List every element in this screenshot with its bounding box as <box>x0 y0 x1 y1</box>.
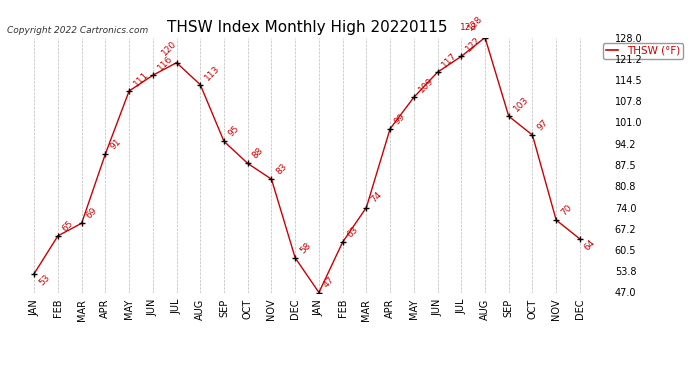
Text: 53: 53 <box>37 273 52 288</box>
Text: 116: 116 <box>156 54 174 72</box>
Text: 99: 99 <box>393 111 407 126</box>
Text: 91: 91 <box>108 137 123 151</box>
Text: 95: 95 <box>227 124 242 139</box>
Text: 64: 64 <box>582 238 597 253</box>
Text: 128: 128 <box>466 13 484 32</box>
Text: 88: 88 <box>250 146 265 160</box>
Text: 63: 63 <box>346 225 360 239</box>
Text: 120: 120 <box>160 39 178 57</box>
Text: 109: 109 <box>417 76 435 94</box>
Text: 103: 103 <box>511 95 530 113</box>
Text: 74: 74 <box>369 190 384 205</box>
Text: 69: 69 <box>84 206 99 220</box>
Text: 70: 70 <box>559 203 573 217</box>
Text: 122: 122 <box>464 35 482 54</box>
Text: 97: 97 <box>535 118 550 132</box>
Text: 65: 65 <box>61 219 75 233</box>
Text: 47: 47 <box>322 275 336 290</box>
Text: 58: 58 <box>298 241 313 255</box>
Text: 117: 117 <box>440 51 459 69</box>
Legend: THSW (°F): THSW (°F) <box>602 43 683 59</box>
Text: Copyright 2022 Cartronics.com: Copyright 2022 Cartronics.com <box>7 26 148 35</box>
Title: THSW Index Monthly High 20220115: THSW Index Monthly High 20220115 <box>167 20 447 35</box>
Text: 83: 83 <box>274 162 288 176</box>
Text: 128: 128 <box>460 23 477 32</box>
Text: 113: 113 <box>203 63 221 82</box>
Text: 111: 111 <box>132 70 150 88</box>
